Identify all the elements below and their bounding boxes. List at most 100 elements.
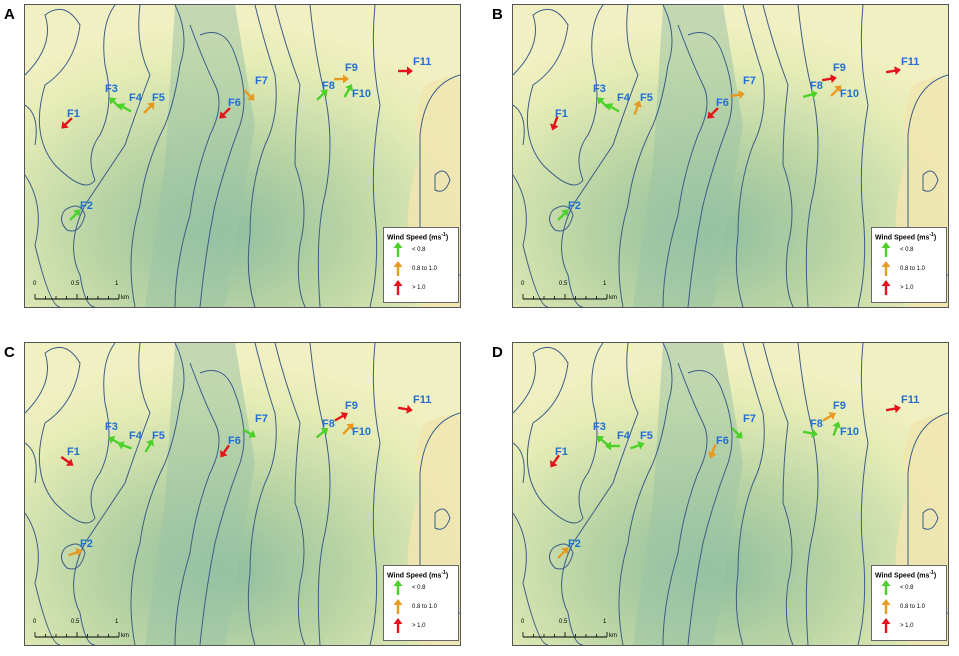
arrow-icon (343, 84, 353, 98)
site-label: F11 (901, 56, 920, 68)
arrow-icon (708, 444, 717, 459)
scale-label: 0 (521, 281, 525, 287)
arrow-icon (630, 441, 645, 450)
legend-label: < 0.8 (900, 247, 914, 253)
arrow-icon (393, 261, 403, 276)
wind-arrow-f5 (627, 98, 647, 123)
legend: Wind Speed (ms-1) < 0.8 0.8 to 1.0 > 1.0 (383, 565, 459, 641)
arrow-icon (830, 85, 842, 97)
wind-arrow-f8 (312, 423, 332, 448)
arrow-icon (316, 89, 328, 101)
site-label: F7 (255, 75, 268, 87)
site-label: F4 (129, 92, 142, 104)
wind-arrow-f3 (593, 431, 613, 456)
scale-label: 1 (115, 281, 119, 287)
site-label: F4 (617, 430, 630, 442)
wind-arrow-f6 (215, 441, 235, 466)
legend-label: < 0.8 (900, 585, 914, 591)
scale-label: 0.5 (559, 619, 568, 625)
wind-arrow-f2 (553, 205, 573, 230)
site-label: F1 (67, 446, 80, 458)
scale-label: 1 (115, 619, 119, 625)
site-label: F2 (80, 538, 93, 550)
arrow-icon (393, 242, 403, 257)
arrow-icon (60, 456, 74, 466)
wind-arrow-f3 (593, 93, 613, 118)
arrow-icon (821, 74, 837, 84)
arrow-icon (731, 427, 743, 439)
arrow-icon (606, 103, 620, 113)
wind-arrow-f6 (703, 103, 723, 128)
wind-arrow-f9 (331, 407, 351, 432)
arrow-icon (144, 439, 154, 453)
panel-letter: A (4, 6, 15, 23)
wind-arrow-f6 (215, 103, 235, 128)
map-panel-c: F1 F2 F3 F4 F5 F6 F7 F8 F9 F10 F11 Wind Speed (ms-1… (24, 342, 461, 646)
arrow-icon (61, 117, 73, 129)
arrow-icon (881, 580, 891, 595)
wind-arrow-f8 (312, 85, 332, 110)
site-label: F1 (555, 108, 568, 120)
site-label: F7 (743, 75, 756, 87)
arrow-icon (822, 412, 836, 422)
scale-label: 0.5 (559, 281, 568, 287)
arrow-icon (881, 618, 891, 633)
site-label: F4 (129, 430, 142, 442)
site-label: F8 (322, 418, 335, 430)
legend-title: Wind Speed (ms-1) (387, 232, 449, 242)
site-label: F3 (593, 83, 606, 95)
scale-unit: km (609, 295, 617, 301)
scale-label: 1 (603, 619, 607, 625)
legend: Wind Speed (ms-1) < 0.8 0.8 to 1.0 > 1.0 (871, 227, 947, 303)
legend-item-high: > 1.0 (876, 618, 914, 634)
site-label: F9 (345, 400, 358, 412)
wind-arrow-f2 (65, 543, 85, 568)
wind-arrow-f10 (826, 81, 846, 106)
legend-label: < 0.8 (412, 247, 426, 253)
site-label: F6 (228, 435, 241, 447)
arrow-icon (315, 427, 329, 439)
wind-arrow-f2 (65, 205, 85, 230)
site-label: F9 (345, 62, 358, 74)
site-label: F11 (901, 394, 920, 406)
wind-arrow-f11 (883, 61, 903, 86)
arrow-icon (109, 97, 121, 109)
legend-title: Wind Speed (ms-1) (387, 570, 449, 580)
wind-arrow-f5 (139, 98, 159, 123)
wind-arrow-f10 (826, 419, 846, 444)
arrow-icon (219, 107, 231, 119)
wind-arrow-f1 (57, 113, 77, 138)
legend-item-mid: 0.8 to 1.0 (876, 261, 925, 277)
site-label: F2 (568, 538, 581, 550)
wind-arrow-f11 (395, 61, 415, 86)
legend-title: Wind Speed (ms-1) (875, 232, 937, 242)
site-label: F3 (105, 83, 118, 95)
site-label: F11 (413, 394, 432, 406)
legend-label: > 1.0 (900, 623, 914, 629)
arrow-icon (68, 548, 83, 557)
legend-label: 0.8 to 1.0 (900, 266, 926, 272)
legend-item-low: < 0.8 (876, 242, 914, 258)
arrow-icon (881, 280, 891, 295)
arrow-icon (729, 90, 745, 100)
legend-label: < 0.8 (412, 585, 426, 591)
site-label: F7 (743, 413, 756, 425)
scale-label: 1 (603, 281, 607, 287)
scale-bar (34, 294, 120, 300)
panel-letter: C (4, 344, 15, 361)
wind-arrow-f9 (819, 407, 839, 432)
wind-arrow-f7 (727, 85, 747, 110)
map-panel-d: F1 F2 F3 F4 F5 F6 F7 F8 F9 F10 F11 Wind Speed (ms-1… (512, 342, 949, 646)
site-label: F1 (555, 446, 568, 458)
scale-label: 0 (521, 619, 525, 625)
legend-label: 0.8 to 1.0 (900, 604, 926, 610)
arrow-icon (393, 599, 403, 614)
scale-unit: km (609, 633, 617, 639)
legend-label: > 1.0 (412, 285, 426, 291)
wind-arrow-f4 (115, 436, 135, 461)
site-label: F5 (640, 92, 653, 104)
arrow-icon (557, 209, 569, 221)
site-label: F7 (255, 413, 268, 425)
arrow-icon (393, 280, 403, 295)
arrow-icon (557, 547, 569, 559)
